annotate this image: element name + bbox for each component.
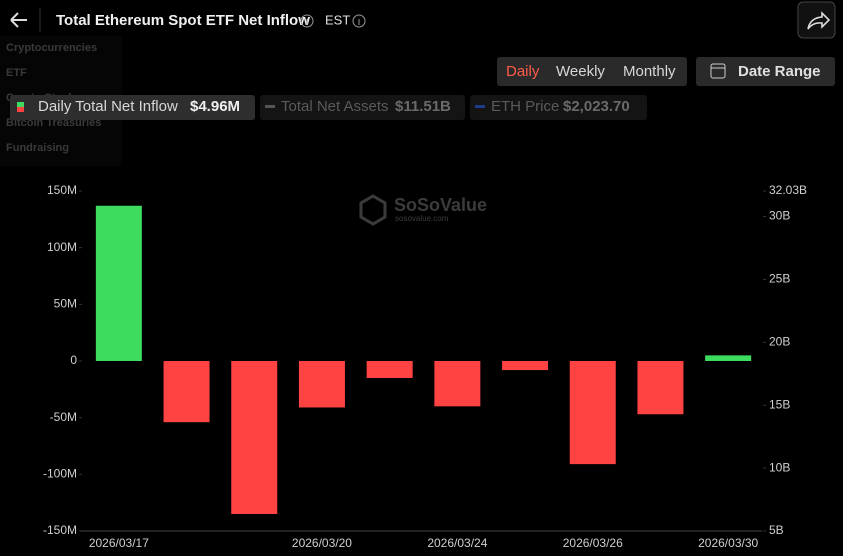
legend-label: Daily Total Net Inflow: [38, 98, 178, 115]
info-icon[interactable]: [352, 14, 366, 28]
date-range-button[interactable]: Date Range: [696, 57, 835, 86]
legend-item[interactable]: Total Net Assets $11.51B: [260, 95, 465, 120]
legend-item[interactable]: Daily Total Net Inflow $4.96M: [10, 95, 255, 120]
period-button[interactable]: Monthly: [623, 63, 676, 80]
legend-label: ETH Price: [491, 98, 559, 115]
x-tick-label: 2026/03/20: [292, 536, 352, 550]
timezone[interactable]: EST: [325, 12, 350, 27]
bar: [637, 361, 684, 415]
bar: [163, 361, 210, 423]
bar: [366, 361, 413, 378]
y-tick-label: -50M: [50, 410, 77, 424]
bar: [705, 355, 752, 361]
bar: [298, 361, 345, 408]
sidebar-item[interactable]: ETF: [6, 67, 27, 79]
sidebar-item[interactable]: Fundraising: [6, 142, 69, 154]
y2-tick-label: 5B: [769, 523, 784, 537]
legend-value: $2,023.70: [563, 98, 630, 115]
watermark-brand: SoSoValue: [394, 195, 487, 215]
period-group: [497, 57, 687, 86]
x-tick-label: 2026/03/17: [89, 536, 149, 550]
x-tick-label: 2026/03/26: [563, 536, 623, 550]
period-button[interactable]: Weekly: [556, 63, 605, 80]
watermark-site: sosovalue.com: [395, 214, 449, 223]
sidebar-item[interactable]: Cryptocurrencies: [6, 42, 97, 54]
bar: [502, 361, 549, 371]
y2-tick-label: 10B: [769, 460, 790, 474]
legend-value: $4.96M: [190, 98, 240, 115]
y2-tick-label: 25B: [769, 272, 790, 286]
y-tick-label: -100M: [43, 467, 77, 481]
y-tick-label: 0: [70, 353, 77, 367]
y2-tick-label: 15B: [769, 397, 790, 411]
legend-value: $11.51B: [395, 98, 451, 115]
bar: [434, 361, 481, 407]
y-tick-label: 150M: [47, 183, 77, 197]
page-title: Total Ethereum Spot ETF Net Inflow: [56, 12, 310, 29]
y2-tick-label: 32.03B: [769, 183, 807, 197]
y2-tick-label: 20B: [769, 334, 790, 348]
y-tick-label: -150M: [43, 523, 77, 537]
share-button[interactable]: [797, 1, 836, 39]
info-icon[interactable]: [300, 14, 314, 28]
y-tick-label: 100M: [47, 240, 77, 254]
date-range-label[interactable]: Date Range: [738, 63, 821, 80]
bar: [231, 361, 278, 514]
x-tick-label: 2026/03/30: [698, 536, 758, 550]
x-tick-label: 2026/03/24: [427, 536, 487, 550]
y-tick-label: 50M: [54, 297, 77, 311]
back-button[interactable]: [10, 12, 27, 28]
legend-item[interactable]: ETH Price $2,023.70: [470, 95, 647, 120]
bar: [95, 205, 142, 361]
legend-label: Total Net Assets: [281, 98, 389, 115]
bar: [569, 361, 616, 465]
y2-tick-label: 30B: [769, 209, 790, 223]
period-button[interactable]: Daily: [506, 63, 540, 80]
watermark: SoSoValue sosovalue.com: [359, 194, 487, 226]
